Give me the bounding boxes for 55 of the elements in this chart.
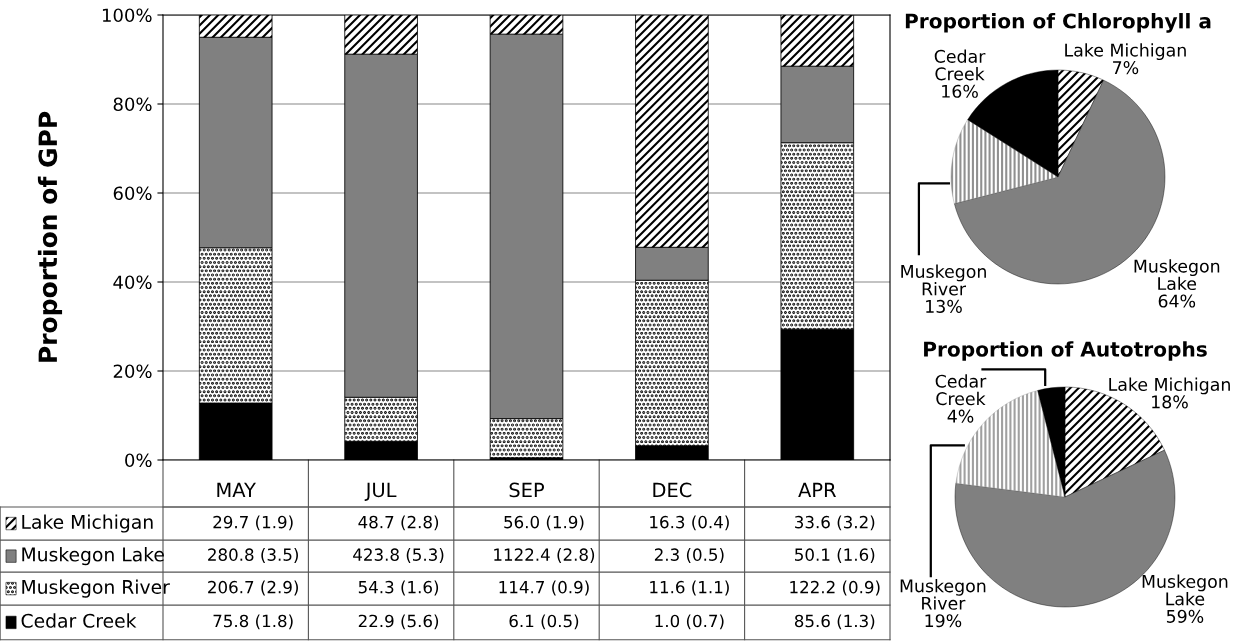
x-tick-label: APR	[798, 482, 837, 497]
text: 33.6 (3.2)	[795, 515, 875, 531]
slice-label: Cedar Creek	[934, 49, 986, 81]
data-label: 16%	[942, 84, 978, 98]
x-tick-label: SEP	[509, 482, 545, 498]
text: 85.6 (1.3)	[794, 614, 875, 630]
data-label: 19%	[925, 614, 962, 628]
text: 48.7 (2.8)	[358, 515, 439, 531]
pie-slice	[950, 119, 1059, 204]
y-tick-label: 40%	[113, 275, 152, 290]
slice-label: Muskegon River	[900, 578, 986, 610]
slice-label: Lake Michigan	[1109, 377, 1230, 395]
text: 1122.4 (2.8)	[494, 548, 595, 563]
data-label: 13%	[926, 299, 962, 313]
slice-label: Cedar Creek	[935, 374, 987, 406]
text: 280.8 (3.5)	[208, 548, 298, 563]
text: 54.3 (1.6)	[358, 580, 439, 596]
y-tick-label: 80%	[113, 97, 152, 112]
y-axis-title: Proportion of GPP	[37, 111, 63, 362]
text: 50.1 (1.6)	[795, 548, 875, 563]
text: 206.7 (2.9)	[208, 580, 298, 596]
x-tick-label: JUL	[364, 482, 397, 501]
data-label: 64%	[1158, 294, 1196, 308]
slice-label: Muskegon Lake	[1134, 259, 1220, 291]
text: 22.9 (5.6)	[358, 614, 439, 630]
text: 75.8 (1.8)	[213, 614, 293, 630]
y-tick-label: 0%	[125, 453, 152, 468]
text: 16.3 (0.4)	[650, 515, 729, 531]
legend-label: Muskegon Lake	[22, 547, 164, 566]
y-tick-label: 20%	[113, 364, 152, 379]
slice-label: Lake Michigan	[1065, 43, 1186, 61]
data-label: 59%	[1166, 609, 1204, 623]
chart-title: Proportion of Chlorophyll a	[905, 13, 1211, 33]
text: 423.8 (5.3)	[353, 548, 444, 563]
data-label: 4%	[947, 409, 974, 423]
y-tick-label: 60%	[113, 186, 152, 201]
text: 122.2 (0.9)	[790, 580, 880, 596]
text: 2.3 (0.5)	[654, 548, 724, 563]
data-label: 7%	[1113, 61, 1139, 75]
slice-label: Muskegon Lake	[1142, 574, 1228, 606]
text: 29.7 (1.9)	[213, 515, 293, 531]
text: 1.0 (0.7)	[655, 614, 724, 630]
x-tick-label: DEC	[653, 482, 692, 498]
text: 11.6 (1.1)	[650, 580, 729, 596]
text: 56.0 (1.9)	[504, 515, 584, 531]
text: 114.7 (0.9)	[499, 580, 589, 596]
y-tick-label: 100%	[102, 8, 152, 23]
x-tick-label: MAY	[217, 482, 256, 497]
data-label: 18%	[1152, 395, 1188, 409]
legend-label: Muskegon River	[22, 579, 170, 598]
text: 6.1 (0.5)	[509, 614, 579, 630]
legend-label: Lake Michigan	[22, 514, 153, 533]
legend-label: Cedar Creek	[21, 613, 137, 628]
chart-title: Proportion of Autotrophs	[924, 341, 1207, 361]
slice-label: Muskegon River	[901, 264, 986, 296]
